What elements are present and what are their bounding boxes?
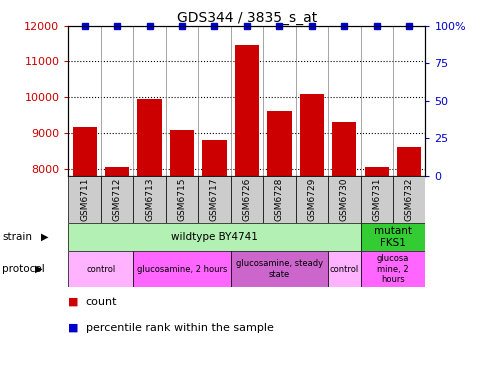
Bar bbox=[360, 251, 425, 287]
Text: GSM6728: GSM6728 bbox=[274, 178, 284, 221]
Text: GSM6732: GSM6732 bbox=[404, 178, 413, 221]
Text: GSM6717: GSM6717 bbox=[209, 178, 219, 221]
Text: protocol: protocol bbox=[2, 264, 45, 274]
Text: GSM6712: GSM6712 bbox=[112, 178, 122, 221]
Text: ▶: ▶ bbox=[41, 232, 48, 242]
Bar bbox=[169, 130, 194, 176]
Bar bbox=[360, 223, 425, 251]
Bar bbox=[198, 176, 230, 223]
Text: control: control bbox=[86, 265, 115, 273]
Bar bbox=[230, 176, 263, 223]
Text: GSM6715: GSM6715 bbox=[177, 178, 186, 221]
Bar bbox=[133, 176, 165, 223]
Text: strain: strain bbox=[2, 232, 32, 242]
Bar bbox=[72, 127, 97, 176]
Text: GSM6731: GSM6731 bbox=[371, 178, 381, 221]
Bar bbox=[364, 167, 388, 176]
Bar bbox=[266, 111, 291, 176]
Bar bbox=[299, 93, 324, 176]
Text: GSM6711: GSM6711 bbox=[80, 178, 89, 221]
Bar bbox=[263, 176, 295, 223]
Text: GSM6726: GSM6726 bbox=[242, 178, 251, 221]
Bar bbox=[202, 140, 226, 176]
Text: count: count bbox=[85, 297, 117, 307]
Bar bbox=[68, 223, 360, 251]
Bar bbox=[101, 176, 133, 223]
Bar bbox=[137, 99, 162, 176]
Bar bbox=[105, 167, 129, 176]
Bar bbox=[295, 176, 327, 223]
Text: percentile rank within the sample: percentile rank within the sample bbox=[85, 322, 273, 333]
Bar bbox=[331, 122, 356, 176]
Bar bbox=[327, 176, 360, 223]
Text: ■: ■ bbox=[68, 322, 79, 333]
Title: GDS344 / 3835_s_at: GDS344 / 3835_s_at bbox=[177, 11, 316, 25]
Text: wildtype BY4741: wildtype BY4741 bbox=[171, 232, 257, 242]
Text: GSM6729: GSM6729 bbox=[307, 178, 316, 221]
Text: glucosa
mine, 2
hours: glucosa mine, 2 hours bbox=[376, 254, 408, 284]
Text: ■: ■ bbox=[68, 297, 79, 307]
Bar bbox=[396, 147, 421, 176]
Bar bbox=[133, 251, 230, 287]
Text: GSM6713: GSM6713 bbox=[145, 178, 154, 221]
Bar bbox=[234, 45, 259, 176]
Text: glucosamine, steady
state: glucosamine, steady state bbox=[235, 259, 322, 279]
Bar bbox=[230, 251, 327, 287]
Text: GSM6730: GSM6730 bbox=[339, 178, 348, 221]
Text: ▶: ▶ bbox=[35, 264, 42, 274]
Bar bbox=[68, 251, 133, 287]
Bar bbox=[165, 176, 198, 223]
Text: glucosamine, 2 hours: glucosamine, 2 hours bbox=[137, 265, 227, 273]
Bar bbox=[392, 176, 425, 223]
Bar bbox=[327, 251, 360, 287]
Bar bbox=[68, 176, 101, 223]
Bar bbox=[360, 176, 392, 223]
Text: control: control bbox=[329, 265, 358, 273]
Text: mutant
FKS1: mutant FKS1 bbox=[373, 226, 411, 248]
